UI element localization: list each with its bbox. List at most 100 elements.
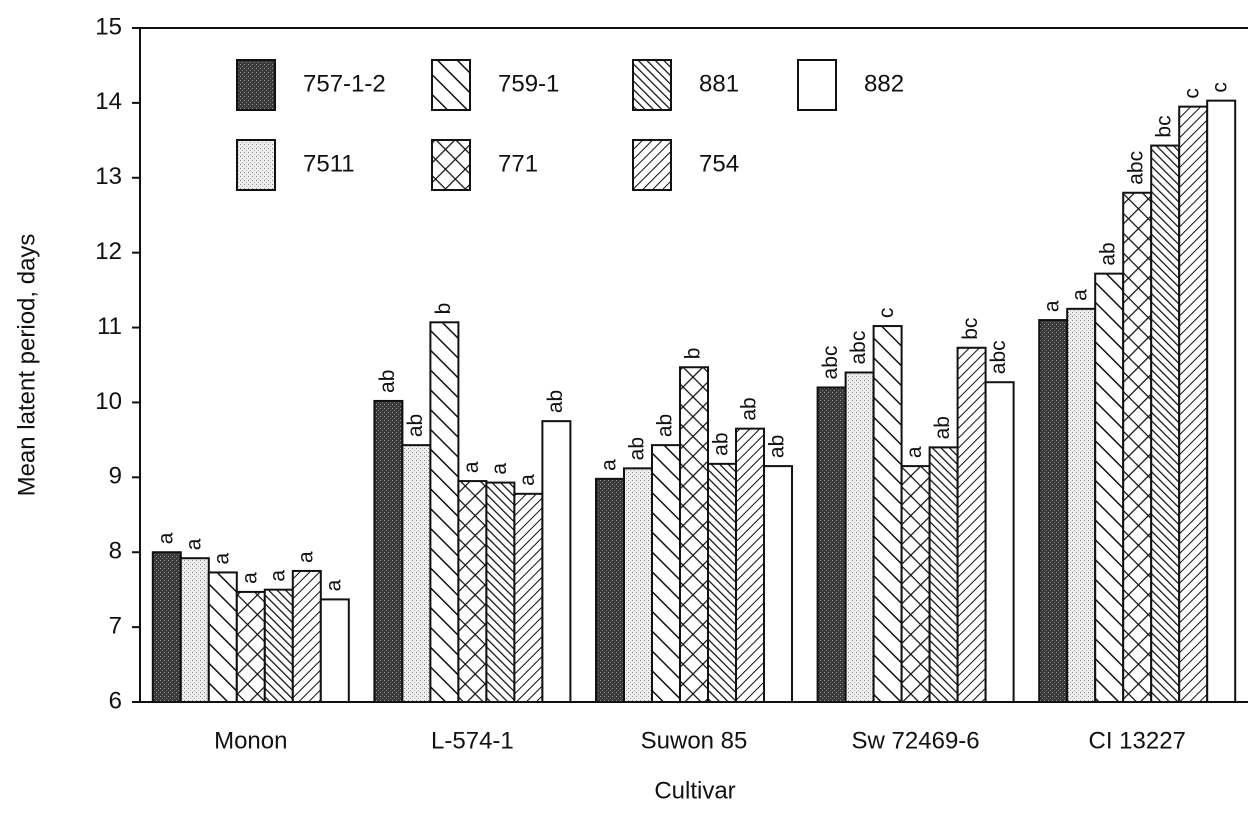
x-tick-label: Suwon 85 bbox=[641, 727, 748, 754]
bar bbox=[373, 399, 404, 703]
bar bbox=[1122, 191, 1153, 703]
bar bbox=[623, 467, 653, 704]
bar bbox=[707, 462, 737, 703]
value-label: a bbox=[488, 463, 511, 475]
x-tick-label: Sw 72469-6 bbox=[852, 727, 980, 754]
value-label: a bbox=[460, 461, 483, 473]
x-tick-label: L-574-1 bbox=[431, 727, 514, 754]
bar bbox=[1066, 307, 1097, 703]
legend-swatch bbox=[632, 139, 672, 191]
y-tick-label: 12 bbox=[95, 238, 122, 265]
bar bbox=[179, 557, 210, 703]
bar bbox=[1094, 272, 1125, 703]
value-label: ab bbox=[766, 435, 789, 458]
value-label: ab bbox=[738, 397, 761, 420]
bar bbox=[844, 371, 875, 703]
bar bbox=[485, 481, 516, 703]
value-label: ab bbox=[544, 390, 567, 413]
value-label: a bbox=[210, 552, 233, 564]
value-label: a bbox=[322, 579, 345, 591]
bar bbox=[679, 366, 709, 703]
value-label: bc bbox=[1153, 115, 1176, 137]
bar bbox=[263, 588, 294, 704]
y-axis-title: Mean latent period, days bbox=[13, 234, 40, 497]
value-label: a bbox=[266, 570, 289, 582]
value-label: bc bbox=[959, 318, 982, 340]
value-label: a bbox=[903, 446, 926, 458]
y-tick-label: 9 bbox=[109, 463, 122, 490]
legend-label: 757-1-2 bbox=[303, 70, 386, 97]
bar bbox=[1038, 319, 1069, 703]
bar bbox=[513, 492, 544, 704]
legend-label: 881 bbox=[699, 70, 739, 97]
value-label: a bbox=[294, 551, 317, 563]
value-label: a bbox=[1041, 300, 1064, 312]
value-label: a bbox=[182, 538, 205, 550]
bar bbox=[1150, 144, 1181, 703]
bar bbox=[319, 598, 350, 703]
value-label: c bbox=[1181, 88, 1204, 99]
value-label: ab bbox=[654, 414, 677, 437]
bar bbox=[984, 381, 1015, 703]
value-label: a bbox=[1069, 289, 1092, 301]
legend-swatch bbox=[797, 59, 837, 111]
legend-label: 882 bbox=[864, 70, 904, 97]
legend-label: 754 bbox=[699, 150, 739, 177]
value-label: ab bbox=[931, 416, 954, 439]
bar bbox=[235, 590, 266, 703]
value-label: ab bbox=[710, 432, 733, 455]
bar bbox=[872, 325, 903, 703]
bar bbox=[291, 569, 322, 704]
value-label: abc bbox=[987, 340, 1010, 374]
bar bbox=[816, 386, 847, 703]
x-axis-title: Cultivar bbox=[654, 777, 735, 804]
legend-swatch bbox=[431, 59, 471, 111]
y-tick-label: 14 bbox=[95, 88, 122, 115]
value-label: abc bbox=[1125, 151, 1148, 185]
y-tick-label: 10 bbox=[95, 388, 122, 415]
value-label: ab bbox=[626, 437, 649, 460]
bar bbox=[1178, 105, 1209, 703]
bar bbox=[763, 465, 793, 703]
legend-label: 7511 bbox=[303, 150, 355, 177]
legend-label: 771 bbox=[498, 150, 538, 177]
y-tick-label: 11 bbox=[97, 313, 122, 340]
value-label: a bbox=[598, 459, 621, 471]
bar bbox=[956, 346, 987, 703]
bar bbox=[207, 571, 238, 703]
bar bbox=[401, 444, 432, 703]
legend-swatch bbox=[632, 59, 672, 111]
x-tick-label: CI 13227 bbox=[1088, 727, 1185, 754]
value-label: a bbox=[516, 474, 539, 486]
legend-swatch bbox=[236, 59, 276, 111]
value-label: b bbox=[682, 348, 705, 360]
bar bbox=[900, 465, 931, 703]
value-label: abc bbox=[847, 331, 870, 365]
bar bbox=[541, 420, 572, 703]
bar bbox=[1206, 99, 1237, 704]
y-tick-label: 6 bbox=[109, 687, 122, 714]
bar bbox=[151, 551, 182, 703]
bar bbox=[651, 444, 681, 703]
y-tick-label: 13 bbox=[95, 163, 122, 190]
legend-swatch bbox=[431, 139, 471, 191]
x-tick-label: Monon bbox=[214, 727, 287, 754]
value-label: b bbox=[432, 303, 455, 315]
value-label: ab bbox=[376, 370, 399, 393]
value-label: c bbox=[1209, 82, 1232, 93]
value-label: a bbox=[154, 532, 177, 544]
value-label: a bbox=[238, 572, 261, 584]
value-label: abc bbox=[819, 346, 842, 380]
y-tick-label: 7 bbox=[109, 612, 122, 639]
bar bbox=[928, 446, 959, 703]
bar bbox=[735, 427, 765, 703]
legend-label: 759-1 bbox=[498, 70, 559, 97]
value-label: ab bbox=[1097, 242, 1120, 265]
legend-swatch bbox=[236, 139, 276, 191]
y-tick-label: 15 bbox=[95, 13, 122, 40]
value-label: c bbox=[875, 308, 898, 319]
bar bbox=[595, 477, 625, 703]
y-tick-label: 8 bbox=[109, 538, 122, 565]
value-label: ab bbox=[404, 414, 427, 437]
